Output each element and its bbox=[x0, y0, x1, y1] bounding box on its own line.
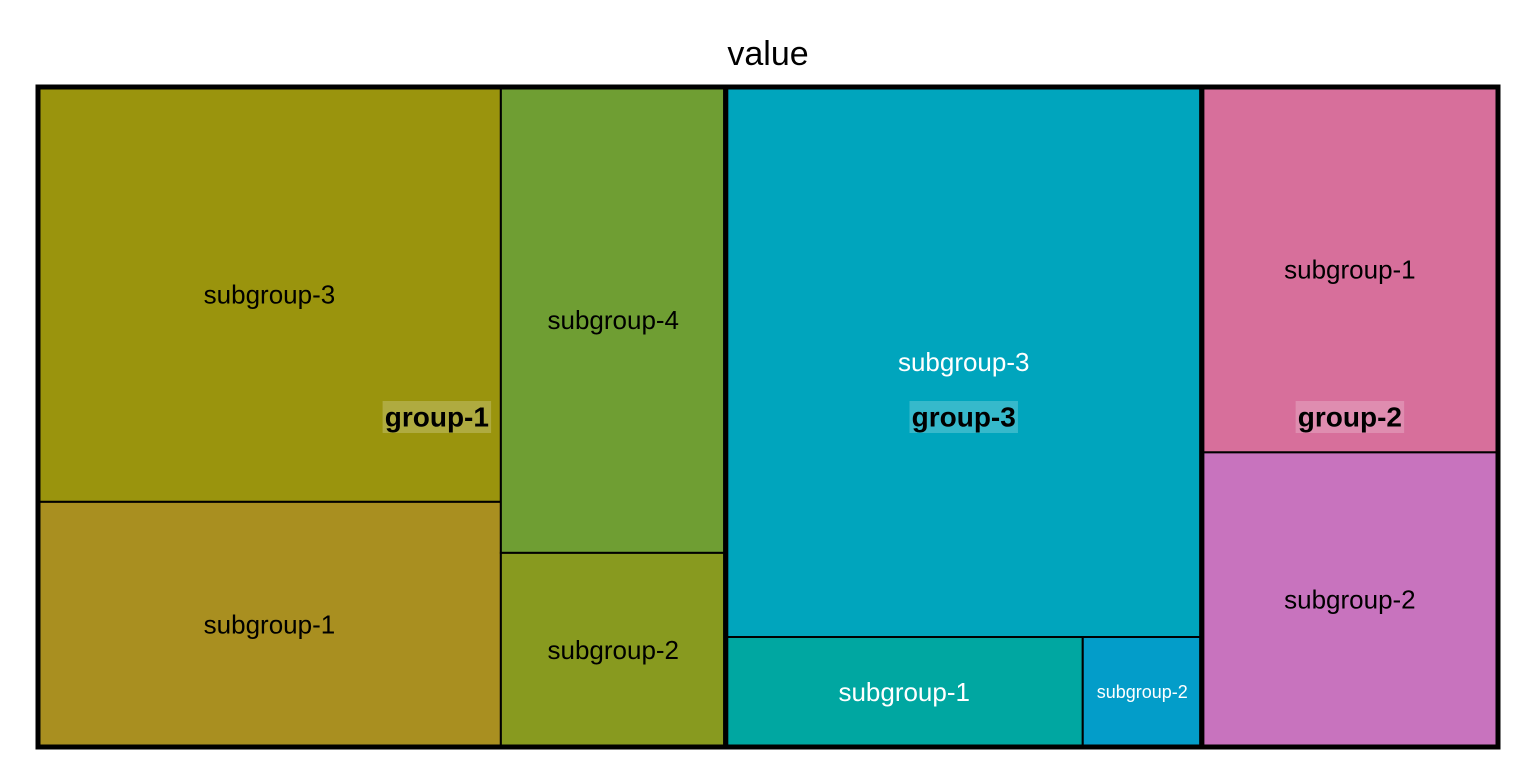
group-2-label-background bbox=[1295, 401, 1405, 433]
group-1-subgroup-1-tile bbox=[37, 500, 502, 748]
group-1-label-background bbox=[382, 401, 492, 433]
group-3-subgroup-1-label: subgroup-1 bbox=[838, 677, 970, 707]
group-3-subgroup-2-label: subgroup-2 bbox=[1097, 682, 1188, 702]
group-2-subgroup-2-label: subgroup-2 bbox=[1284, 585, 1416, 615]
group-2-subgroup-1-label: subgroup-1 bbox=[1284, 255, 1416, 285]
group-1-subgroup-3-label: subgroup-3 bbox=[204, 279, 336, 309]
group-2-label: group-2 bbox=[1298, 402, 1402, 433]
group-3-subgroup-3-label: subgroup-3 bbox=[898, 347, 1030, 377]
group-1-label: group-1 bbox=[385, 402, 489, 433]
treemap-frame bbox=[35, 84, 1501, 750]
chart-title: value bbox=[727, 35, 809, 73]
group-1-subgroup-2-label: subgroup-2 bbox=[547, 635, 679, 665]
group-2-subgroup-1-tile bbox=[1200, 86, 1499, 454]
group-1-subgroup-4-tile bbox=[499, 86, 727, 554]
group-1-subgroup-4-label: subgroup-4 bbox=[547, 305, 679, 335]
group-3-label: group-3 bbox=[912, 402, 1016, 433]
group-1-subgroup-2-tile bbox=[499, 551, 727, 748]
group-1-subgroup-1-label: subgroup-1 bbox=[204, 609, 336, 639]
group-3-label-background bbox=[909, 401, 1018, 433]
